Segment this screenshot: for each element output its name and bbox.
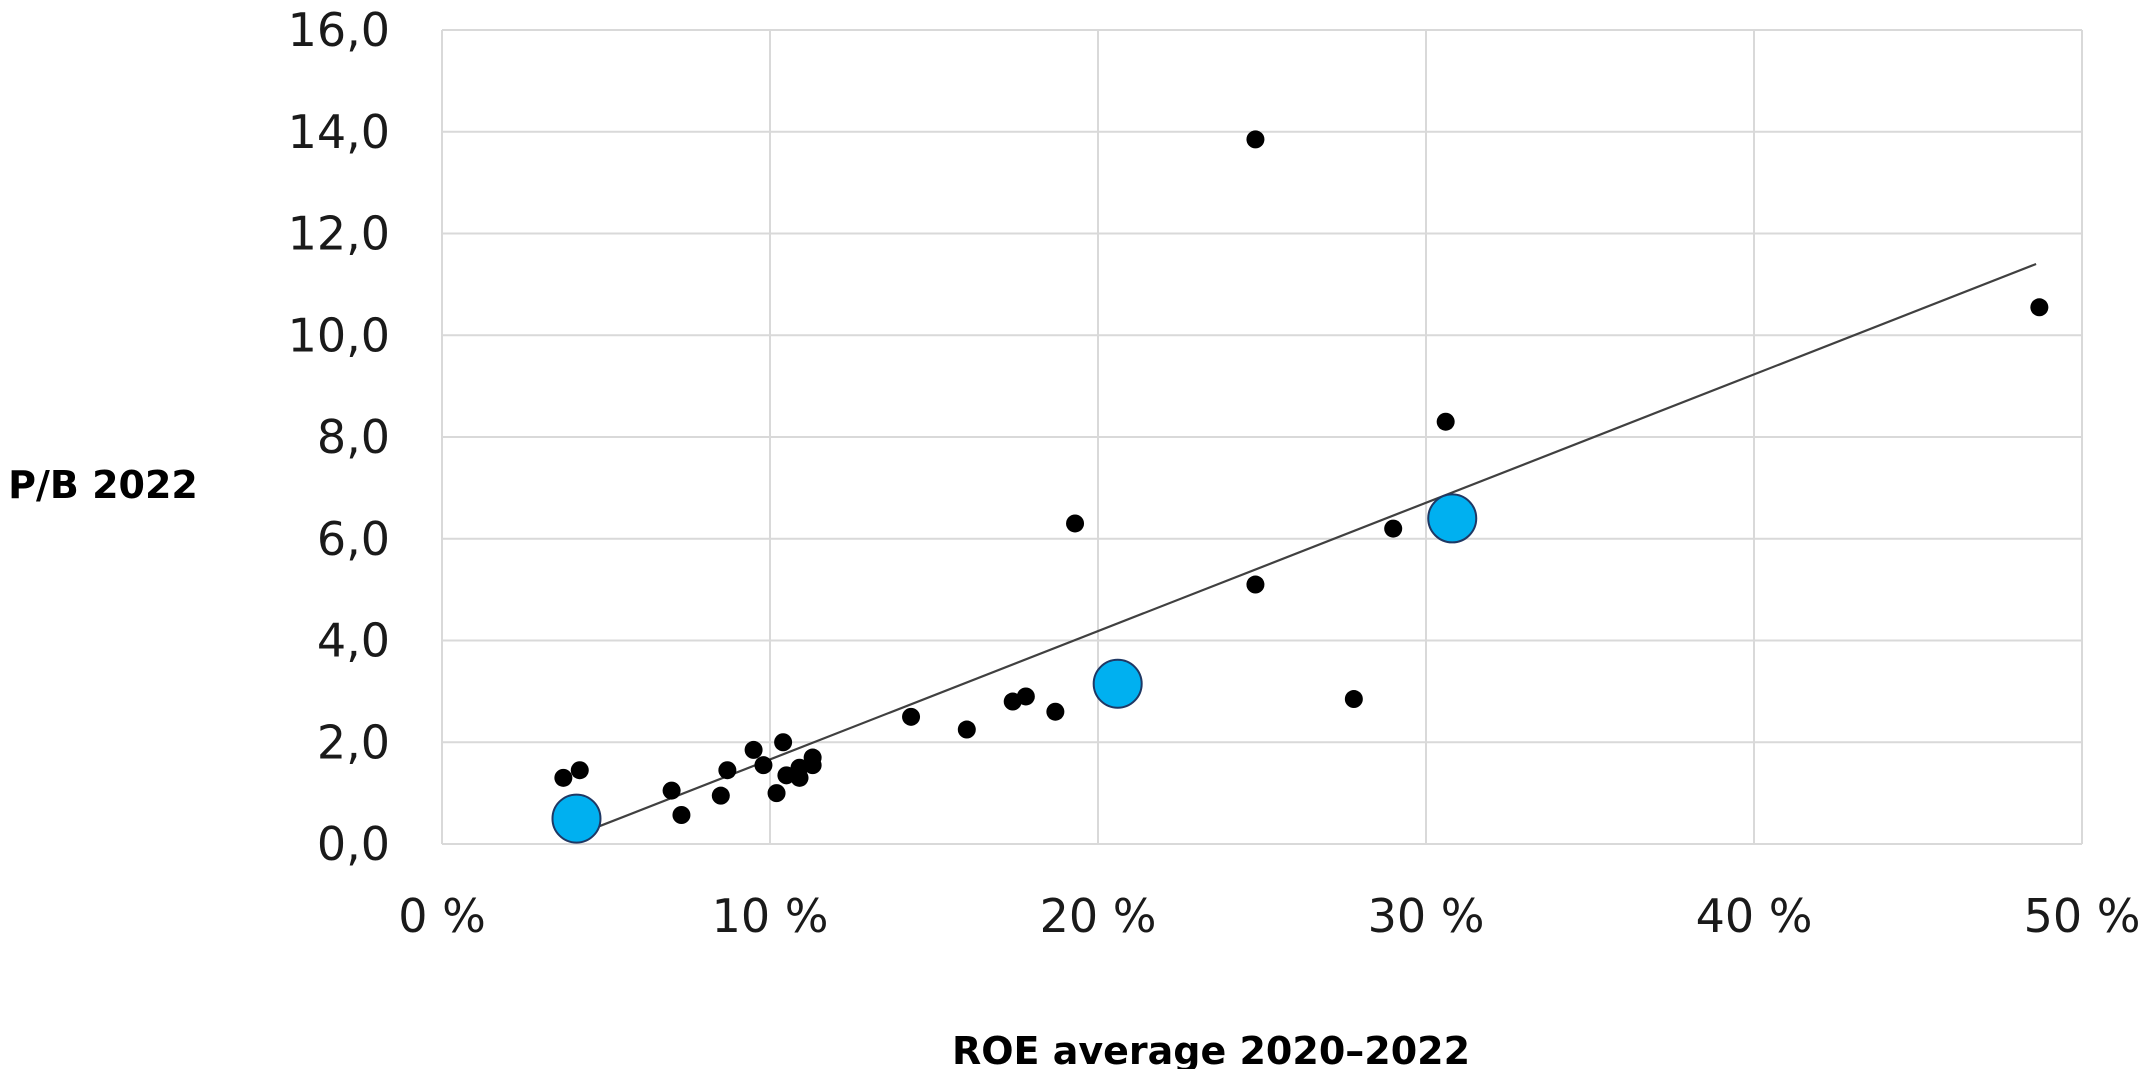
- y-tick-label: 10,0: [288, 308, 390, 362]
- x-tick-labels: 0 % 10 % 20 % 30 % 40 % 50 %: [398, 889, 2140, 943]
- data-point: [803, 748, 822, 767]
- data-point: [767, 784, 786, 803]
- data-point: [1016, 687, 1035, 706]
- data-point: [1246, 575, 1265, 594]
- data-point: [754, 756, 773, 775]
- highlight-point: [551, 793, 602, 844]
- data-point: [1066, 514, 1085, 533]
- data-point: [711, 786, 730, 805]
- x-tick-label: 20 %: [1040, 889, 1157, 943]
- y-axis-title: P/B 2022: [8, 463, 198, 507]
- data-point: [1344, 690, 1363, 709]
- x-tick-label: 50 %: [2024, 889, 2141, 943]
- x-tick-label: 10 %: [712, 889, 829, 943]
- data-point: [790, 768, 809, 787]
- trendline: [599, 263, 2037, 828]
- data-point: [718, 761, 737, 780]
- data-point: [1046, 702, 1065, 721]
- y-tick-label: 12,0: [288, 207, 390, 261]
- data-point: [662, 781, 681, 800]
- y-tick-labels: 0,0 2,0 4,0 6,0 8,0 10,0 12,0 14,0 16,0: [288, 3, 390, 871]
- data-point: [902, 707, 921, 726]
- data-point: [957, 720, 976, 739]
- data-point: [1384, 519, 1403, 538]
- trendline-segment: [599, 263, 2037, 828]
- x-axis-title: ROE average 2020–2022: [952, 1029, 1470, 1069]
- y-tick-label: 16,0: [288, 3, 390, 57]
- data-points: [551, 130, 2049, 844]
- y-tick-label: 4,0: [317, 614, 390, 668]
- x-tick-label: 30 %: [1368, 889, 1485, 943]
- x-tick-label: 0 %: [398, 889, 486, 943]
- data-point: [1436, 412, 1455, 431]
- highlight-point: [1427, 493, 1478, 544]
- data-point: [554, 768, 573, 787]
- y-tick-label: 0,0: [317, 817, 390, 871]
- data-point: [2030, 298, 2049, 317]
- y-tick-label: 8,0: [317, 410, 390, 464]
- data-point: [744, 740, 763, 759]
- data-point: [774, 733, 793, 752]
- data-point: [570, 761, 589, 780]
- y-tick-label: 2,0: [317, 715, 390, 769]
- grid-lines: [441, 29, 2083, 845]
- highlight-point: [1092, 658, 1143, 709]
- data-point: [1246, 130, 1265, 149]
- y-tick-label: 6,0: [317, 512, 390, 566]
- x-tick-label: 40 %: [1696, 889, 1813, 943]
- data-point: [672, 806, 691, 825]
- y-tick-label: 14,0: [288, 105, 390, 159]
